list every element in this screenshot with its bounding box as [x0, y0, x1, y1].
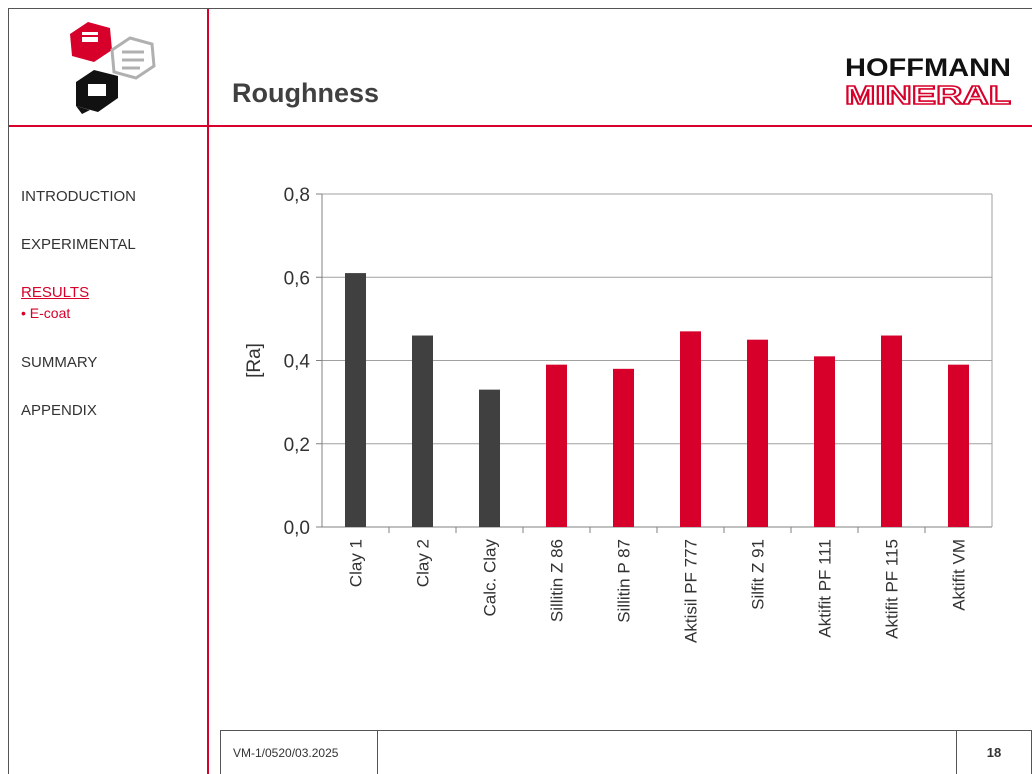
nav-item-introduction[interactable]: INTRODUCTION [21, 188, 136, 205]
x-category-label: Sillitin Z 86 [548, 539, 567, 622]
nav-item-experimental[interactable]: EXPERIMENTAL [21, 236, 136, 253]
x-category-label: Aktifit VM [950, 539, 969, 611]
x-category-label: Clay 1 [347, 539, 366, 587]
bar [948, 364, 969, 527]
nav-subitem-e-coat[interactable]: • E-coat [21, 305, 71, 321]
brand-logo: HOFFMANN MINERAL [844, 54, 1012, 108]
footer-code-text: VM-1/0520/03.2025 [233, 745, 339, 760]
y-tick-label: 0,4 [284, 352, 311, 373]
vertical-divider [207, 9, 209, 774]
bar [345, 273, 366, 527]
x-category-label: Clay 2 [414, 539, 433, 587]
footer-document-code: VM-1/0520/03.2025 [220, 730, 378, 774]
x-category-label: Sillitin P 87 [615, 539, 634, 623]
bar [613, 368, 634, 527]
x-category-label: Aktifit PF 111 [816, 539, 835, 638]
bar [881, 335, 902, 527]
x-category-label: Calc. Clay [481, 539, 500, 617]
horizontal-divider [9, 125, 1032, 127]
footer-page-number: 18 [956, 730, 1032, 774]
nav-item-results[interactable]: RESULTS [21, 284, 90, 301]
y-tick-label: 0,8 [284, 185, 310, 206]
bar [747, 339, 768, 527]
bar [479, 389, 500, 527]
footer-spacer [377, 730, 957, 774]
sidebar-nav: INTRODUCTION EXPERIMENTAL RESULTS • E-co… [21, 188, 136, 450]
brand-top-text: HOFFMANN [845, 54, 1011, 82]
y-axis-label: [Ra] [244, 343, 265, 378]
bar [814, 356, 835, 527]
page-title: Roughness [232, 78, 380, 108]
y-tick-label: 0,2 [284, 435, 310, 456]
nav-item-summary[interactable]: SUMMARY [21, 354, 98, 371]
x-category-label: Aktisil PF 777 [682, 539, 701, 643]
nav-item-appendix[interactable]: APPENDIX [21, 402, 97, 419]
x-category-label: Silfit Z 91 [749, 539, 768, 610]
brand-bottom-text: MINERAL [845, 80, 1011, 108]
bar [546, 364, 567, 527]
slide-frame [8, 8, 1032, 774]
y-tick-label: 0,0 [284, 518, 310, 539]
hexagon-logo-icon [70, 22, 156, 114]
x-category-label: Aktifit PF 115 [883, 539, 902, 639]
bar [412, 335, 433, 527]
roughness-bar-chart: 0,0 0,2 0,4 0,6 0,8 [Ra] Clay 1 Clay 2 Calc. Cla… [244, 185, 993, 643]
bar [680, 331, 701, 527]
page-number-text: 18 [986, 745, 1002, 760]
y-tick-label: 0,6 [284, 268, 310, 289]
